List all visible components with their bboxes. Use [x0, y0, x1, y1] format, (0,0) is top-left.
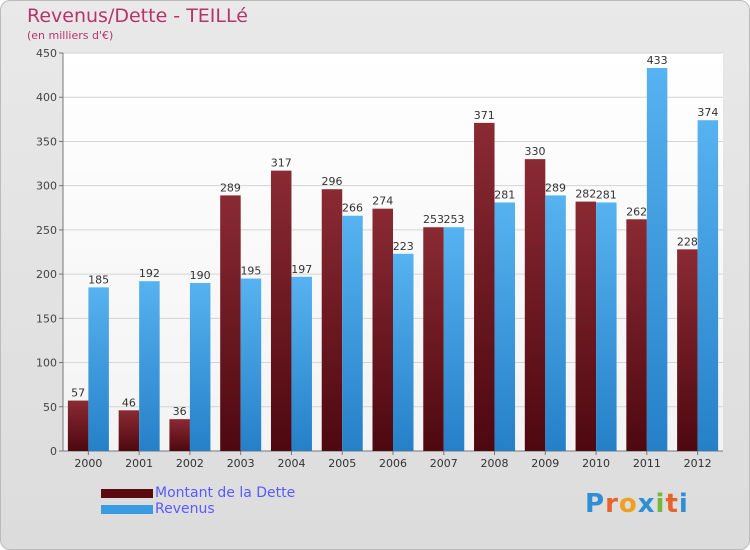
- bar-revenus: [393, 253, 414, 451]
- bar-dette: [270, 170, 292, 451]
- data-label-revenus: 192: [139, 267, 160, 280]
- x-tick-label: 2004: [277, 457, 305, 470]
- y-tick-label: 50: [43, 401, 57, 414]
- x-tick-label: 2007: [430, 457, 458, 470]
- y-tick-label: 400: [36, 91, 57, 104]
- data-label-dette: 46: [122, 396, 136, 409]
- bar-revenus: [139, 281, 160, 451]
- bar-revenus: [545, 195, 566, 451]
- data-label-revenus: 190: [190, 269, 211, 282]
- y-tick-label: 0: [50, 445, 57, 458]
- data-label-revenus: 223: [393, 240, 414, 253]
- logo-letter: r: [605, 489, 619, 519]
- bar-dette: [220, 195, 241, 451]
- data-label-revenus: 289: [545, 181, 566, 194]
- logo-letter: i: [655, 489, 666, 519]
- bar-revenus: [189, 282, 211, 451]
- x-tick-label: 2001: [125, 457, 153, 470]
- y-tick-label: 100: [36, 357, 57, 370]
- bar-dette: [677, 249, 698, 451]
- data-label-revenus: 185: [88, 273, 109, 286]
- data-label-revenus: 195: [240, 265, 261, 278]
- bar-revenus: [494, 202, 516, 451]
- data-label-dette: 228: [677, 235, 698, 248]
- x-tick-label: 2010: [582, 457, 610, 470]
- data-label-revenus: 433: [647, 54, 668, 67]
- data-label-dette: 296: [321, 175, 342, 188]
- y-tick-label: 200: [36, 268, 57, 281]
- bar-dette: [474, 122, 495, 452]
- x-tick-label: 2003: [227, 457, 255, 470]
- bar-dette: [67, 400, 89, 451]
- data-label-revenus: 197: [291, 263, 312, 276]
- data-label-dette: 57: [71, 387, 85, 400]
- logo-letter: i: [678, 489, 689, 519]
- bar-dette: [575, 201, 597, 451]
- x-tick-label: 2011: [633, 457, 661, 470]
- bar-dette: [524, 159, 546, 451]
- legend-swatch-revenus: [101, 504, 153, 514]
- legend-item-dette[interactable]: Montant de la Dette: [101, 485, 295, 501]
- bar-dette: [118, 410, 140, 451]
- bar-dette: [321, 189, 343, 451]
- data-label-dette: 289: [220, 181, 241, 194]
- data-label-dette: 253: [423, 213, 444, 226]
- data-label-dette: 36: [173, 405, 187, 418]
- logo-letter: o: [618, 489, 638, 519]
- logo-letter: P: [585, 489, 606, 519]
- data-label-revenus: 281: [596, 188, 617, 201]
- x-tick-label: 2002: [176, 457, 204, 470]
- legend-label-revenus: Revenus: [155, 501, 215, 517]
- data-label-dette: 282: [575, 188, 596, 201]
- data-label-dette: 274: [372, 195, 393, 208]
- x-tick-label: 2008: [481, 457, 509, 470]
- y-tick-label: 150: [36, 312, 57, 325]
- x-tick-label: 2012: [684, 457, 712, 470]
- legend-swatch-dette: [101, 488, 153, 498]
- data-label-dette: 317: [271, 157, 292, 170]
- logo-letter: t: [665, 489, 679, 519]
- bar-dette: [169, 419, 190, 451]
- legend-item-revenus[interactable]: Revenus: [101, 501, 295, 517]
- x-tick-label: 2000: [74, 457, 102, 470]
- data-label-revenus: 281: [494, 188, 515, 201]
- y-tick-label: 350: [36, 135, 57, 148]
- bar-revenus: [443, 227, 465, 451]
- bar-revenus: [596, 202, 617, 451]
- bar-revenus: [291, 276, 312, 451]
- bar-dette: [423, 227, 444, 451]
- bar-revenus: [88, 287, 109, 451]
- legend-label-dette: Montant de la Dette: [155, 485, 296, 501]
- x-tick-label: 2009: [531, 457, 559, 470]
- data-label-dette: 262: [626, 205, 647, 218]
- bar-revenus: [342, 215, 363, 451]
- bar-revenus: [240, 278, 262, 451]
- data-label-dette: 371: [474, 109, 495, 122]
- legend: Montant de la Dette Revenus: [101, 485, 295, 517]
- y-tick-label: 450: [36, 47, 57, 60]
- bar-revenus: [697, 120, 719, 452]
- data-label-dette: 330: [525, 145, 546, 158]
- y-tick-label: 300: [36, 180, 57, 193]
- logo-letter: x: [637, 489, 656, 519]
- x-tick-label: 2006: [379, 457, 407, 470]
- proxiti-logo: Proxiti: [585, 489, 689, 519]
- data-label-revenus: 374: [697, 106, 718, 119]
- bar-dette: [626, 219, 647, 451]
- data-label-revenus: 253: [444, 213, 465, 226]
- bar-revenus: [646, 68, 668, 451]
- chart-title: Revenus/Dette - TEILLé: [27, 5, 248, 27]
- bar-dette: [372, 208, 393, 451]
- chart-subtitle: (en milliers d'€): [27, 29, 114, 42]
- data-label-revenus: 266: [342, 202, 363, 215]
- y-tick-label: 250: [36, 224, 57, 237]
- x-tick-label: 2005: [328, 457, 356, 470]
